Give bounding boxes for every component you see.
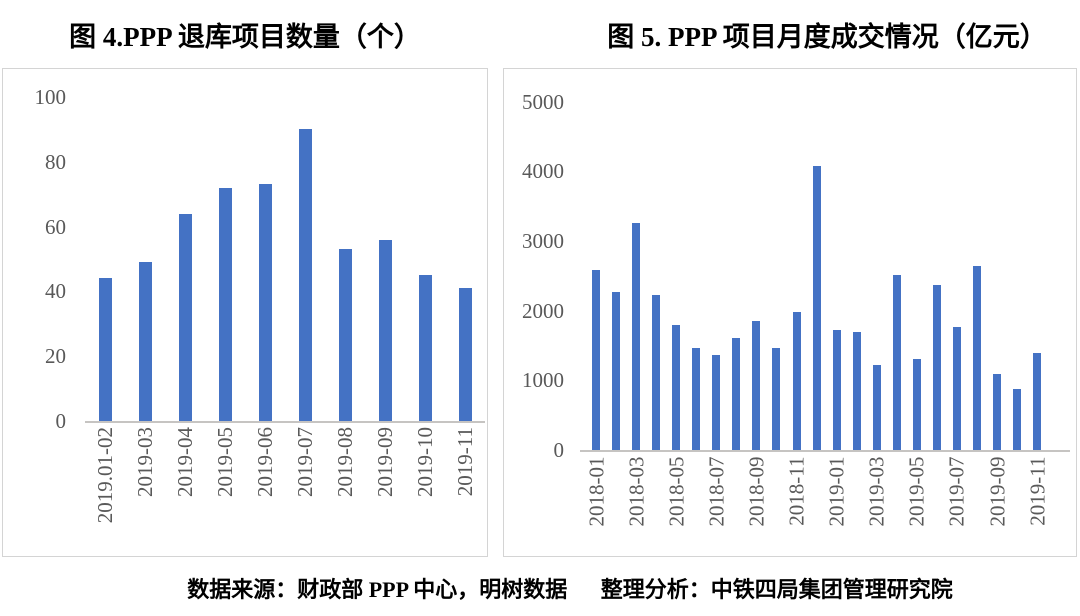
bar	[178, 213, 192, 421]
bar	[872, 364, 881, 450]
bar	[912, 358, 921, 450]
footer-analysis: 整理分析：中铁四局集团管理研究院	[600, 577, 953, 602]
bar	[98, 278, 112, 421]
y-tick-label: 4000	[522, 159, 564, 184]
x-tick-label: 2019-09	[985, 456, 1009, 526]
x-tick-label: 2018-05	[664, 456, 689, 526]
x-tick-label: 2018-01	[584, 456, 608, 526]
y-tick-label: 0	[55, 409, 67, 433]
bar	[592, 270, 600, 450]
y-tick-label: 3000	[522, 228, 564, 253]
y-tick-label: 60	[45, 214, 66, 239]
bar	[732, 337, 741, 450]
bar	[932, 284, 941, 450]
bar	[378, 239, 392, 421]
x-tick-label: 2018-11	[784, 456, 809, 526]
bar	[338, 249, 352, 421]
bar	[298, 129, 312, 421]
bar	[652, 294, 661, 450]
x-tick-label: 2019-01	[824, 456, 849, 526]
chart2-plot-area: 0 1000 2000 3000 4000 5000 2018-01 2018-03 2018-…	[503, 68, 1077, 557]
bar	[972, 265, 981, 450]
bar	[418, 275, 432, 421]
y-tick-label: 0	[553, 438, 565, 462]
y-tick-label: 20	[45, 344, 66, 369]
chart1-title: 图 4.PPP 退库项目数量（个）	[69, 22, 421, 52]
x-tick-label: 2019-06	[253, 427, 277, 497]
footer-source: 数据来源：财政部 PPP 中心，明树数据	[187, 577, 568, 602]
footer: 数据来源：财政部 PPP 中心，明树数据 整理分析：中铁四局集团管理研究院	[0, 572, 1080, 604]
y-tick-label: 2000	[522, 298, 564, 323]
y-tick-label: 5000	[522, 89, 564, 114]
x-tick-label: 2019-04	[173, 427, 197, 497]
bar	[792, 311, 801, 450]
x-tick-label: 2019-11	[1025, 456, 1050, 526]
bar	[993, 374, 1001, 450]
bar	[712, 354, 721, 450]
bar	[852, 332, 861, 450]
bar	[832, 330, 841, 450]
x-tick-label: 2018-07	[704, 456, 729, 526]
bar	[1013, 389, 1022, 450]
x-tick-label: 2019-05	[213, 427, 237, 497]
chart1-plot-area: 0 20 40 60 80 100 2019.01-02 2019-03 2019-04 2019…	[2, 68, 488, 557]
y-tick-label: 100	[34, 85, 67, 109]
bar	[812, 165, 821, 450]
bar	[458, 288, 472, 421]
y-tick-label: 80	[45, 149, 66, 174]
bar	[952, 326, 961, 450]
x-tick-label: 2019-11	[453, 427, 477, 497]
x-tick-label: 2019-03	[864, 456, 889, 526]
x-tick-label: 2019-08	[333, 427, 357, 497]
x-tick-label: 2019-05	[904, 456, 929, 526]
x-axis-line	[580, 450, 1070, 452]
bar	[1033, 353, 1042, 450]
bar	[258, 184, 272, 421]
x-axis-line	[85, 421, 485, 423]
bar	[612, 291, 621, 450]
bar	[138, 262, 152, 421]
x-tick-label: 2019-09	[373, 427, 397, 497]
y-tick-label: 1000	[522, 368, 564, 393]
x-tick-label: 2019-07	[944, 456, 969, 526]
bar	[772, 348, 781, 450]
x-tick-label: 2019.01-02	[93, 427, 117, 524]
x-tick-label: 2019-03	[133, 427, 157, 497]
x-tick-label: 2019-10	[413, 427, 437, 497]
bar	[692, 348, 701, 450]
chart2-title: 图 5. PPP 项目月度成交情况（亿元）	[607, 22, 1047, 52]
bar	[892, 275, 901, 450]
x-tick-label: 2018-03	[624, 456, 649, 526]
y-tick-label: 40	[45, 279, 66, 304]
x-tick-label: 2018-09	[744, 456, 769, 526]
x-tick-label: 2019-07	[293, 427, 317, 497]
bar	[632, 222, 641, 450]
bar	[752, 321, 761, 450]
bar	[672, 325, 681, 450]
bar	[218, 187, 232, 421]
